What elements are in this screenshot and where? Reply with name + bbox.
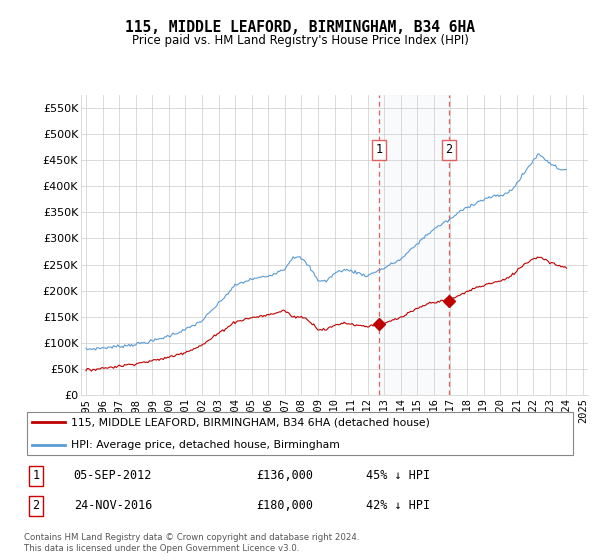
FancyBboxPatch shape [27,412,573,455]
Text: 42% ↓ HPI: 42% ↓ HPI [366,500,430,512]
Text: £180,000: £180,000 [256,500,313,512]
Text: Price paid vs. HM Land Registry's House Price Index (HPI): Price paid vs. HM Land Registry's House … [131,34,469,46]
Text: 2: 2 [32,500,40,512]
Text: 115, MIDDLE LEAFORD, BIRMINGHAM, B34 6HA: 115, MIDDLE LEAFORD, BIRMINGHAM, B34 6HA [125,20,475,35]
Text: HPI: Average price, detached house, Birmingham: HPI: Average price, detached house, Birm… [71,440,340,450]
Text: 1: 1 [32,469,40,482]
Text: 45% ↓ HPI: 45% ↓ HPI [366,469,430,482]
Text: 115, MIDDLE LEAFORD, BIRMINGHAM, B34 6HA (detached house): 115, MIDDLE LEAFORD, BIRMINGHAM, B34 6HA… [71,417,430,427]
Text: £136,000: £136,000 [256,469,313,482]
Text: 24-NOV-2016: 24-NOV-2016 [74,500,152,512]
Text: 05-SEP-2012: 05-SEP-2012 [74,469,152,482]
Text: Contains HM Land Registry data © Crown copyright and database right 2024.
This d: Contains HM Land Registry data © Crown c… [24,533,359,553]
Text: 1: 1 [375,143,382,156]
Bar [379,95,449,395]
Text: 2: 2 [445,143,452,156]
